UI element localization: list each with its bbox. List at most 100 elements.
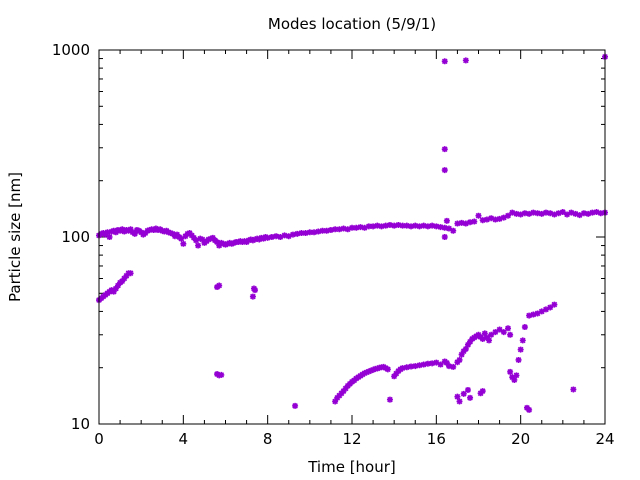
x-tick-label: 20	[511, 430, 530, 448]
data-point	[462, 57, 469, 64]
data-point	[188, 232, 195, 239]
data-point	[281, 232, 288, 239]
x-tick-label: 0	[94, 430, 104, 448]
data-point	[479, 388, 486, 395]
data-point	[517, 211, 524, 218]
data-point	[216, 282, 223, 289]
data-point	[492, 216, 499, 223]
data-point	[412, 222, 419, 229]
data-point	[228, 240, 235, 247]
data-point	[192, 237, 199, 244]
data-point	[363, 369, 370, 376]
data-point	[323, 227, 330, 234]
data-point	[534, 310, 541, 317]
data-point	[237, 238, 244, 245]
data-point	[547, 210, 554, 217]
data-point	[273, 233, 280, 240]
y-tick-label: 100	[61, 228, 90, 246]
data-point	[479, 335, 486, 342]
data-point	[509, 374, 516, 381]
data-point	[483, 334, 490, 341]
data-point	[593, 209, 600, 216]
data-point	[226, 239, 233, 246]
data-point	[420, 222, 427, 229]
data-point	[530, 311, 537, 318]
data-point	[264, 234, 271, 241]
data-point	[391, 222, 398, 229]
data-point	[416, 362, 423, 369]
data-point	[530, 209, 537, 216]
data-point	[336, 226, 343, 233]
data-point	[458, 219, 465, 226]
data-point	[568, 209, 575, 216]
data-point	[564, 211, 571, 218]
data-point	[534, 210, 541, 217]
data-point	[340, 225, 347, 232]
data-point	[456, 356, 463, 363]
data-point	[462, 220, 469, 227]
data-point	[542, 209, 549, 216]
data-point	[298, 230, 305, 237]
data-point	[515, 356, 522, 363]
data-point	[361, 370, 368, 377]
data-point	[306, 229, 313, 236]
data-point	[585, 210, 592, 217]
data-point	[197, 235, 204, 242]
data-point	[104, 229, 111, 236]
data-point	[119, 278, 126, 285]
data-point	[378, 223, 385, 230]
data-point	[433, 359, 440, 366]
data-point	[123, 272, 130, 279]
data-point	[292, 402, 299, 409]
data-point	[475, 212, 482, 219]
data-point	[395, 221, 402, 228]
chart-title: Modes location (5/9/1)	[268, 15, 436, 33]
data-point	[441, 58, 448, 65]
data-point	[386, 221, 393, 228]
x-tick-label: 16	[427, 430, 446, 448]
data-point	[538, 308, 545, 315]
data-point	[112, 285, 119, 292]
data-point	[471, 218, 478, 225]
data-point	[547, 304, 554, 311]
data-point	[241, 238, 248, 245]
data-point	[262, 234, 269, 240]
data-point	[199, 236, 206, 243]
data-point	[249, 293, 256, 300]
data-point	[454, 220, 461, 227]
data-point	[429, 360, 436, 367]
data-point	[454, 393, 461, 400]
data-point	[521, 210, 528, 217]
data-point	[517, 346, 524, 353]
data-point	[443, 217, 450, 224]
data-point	[393, 370, 400, 377]
data-point	[247, 236, 254, 243]
data-point	[509, 209, 516, 216]
data-point	[214, 239, 221, 246]
data-point	[403, 222, 410, 229]
x-tick-label: 12	[342, 430, 361, 448]
data-point	[464, 341, 471, 348]
data-points	[96, 53, 608, 413]
data-point	[551, 301, 558, 308]
data-point	[441, 167, 448, 174]
data-point	[467, 219, 474, 226]
data-point	[441, 146, 448, 153]
data-point	[289, 231, 296, 238]
data-point	[239, 239, 246, 246]
data-point	[488, 215, 495, 222]
data-point	[445, 225, 452, 232]
data-point	[572, 210, 579, 217]
data-point	[370, 366, 377, 373]
data-point	[268, 234, 275, 240]
data-point	[110, 288, 117, 295]
data-point	[127, 226, 134, 233]
data-point	[365, 223, 372, 230]
data-point	[374, 365, 381, 372]
data-point	[416, 223, 423, 230]
data-point	[460, 390, 467, 397]
data-point	[205, 236, 212, 243]
data-point	[526, 406, 533, 413]
data-point	[403, 364, 410, 371]
